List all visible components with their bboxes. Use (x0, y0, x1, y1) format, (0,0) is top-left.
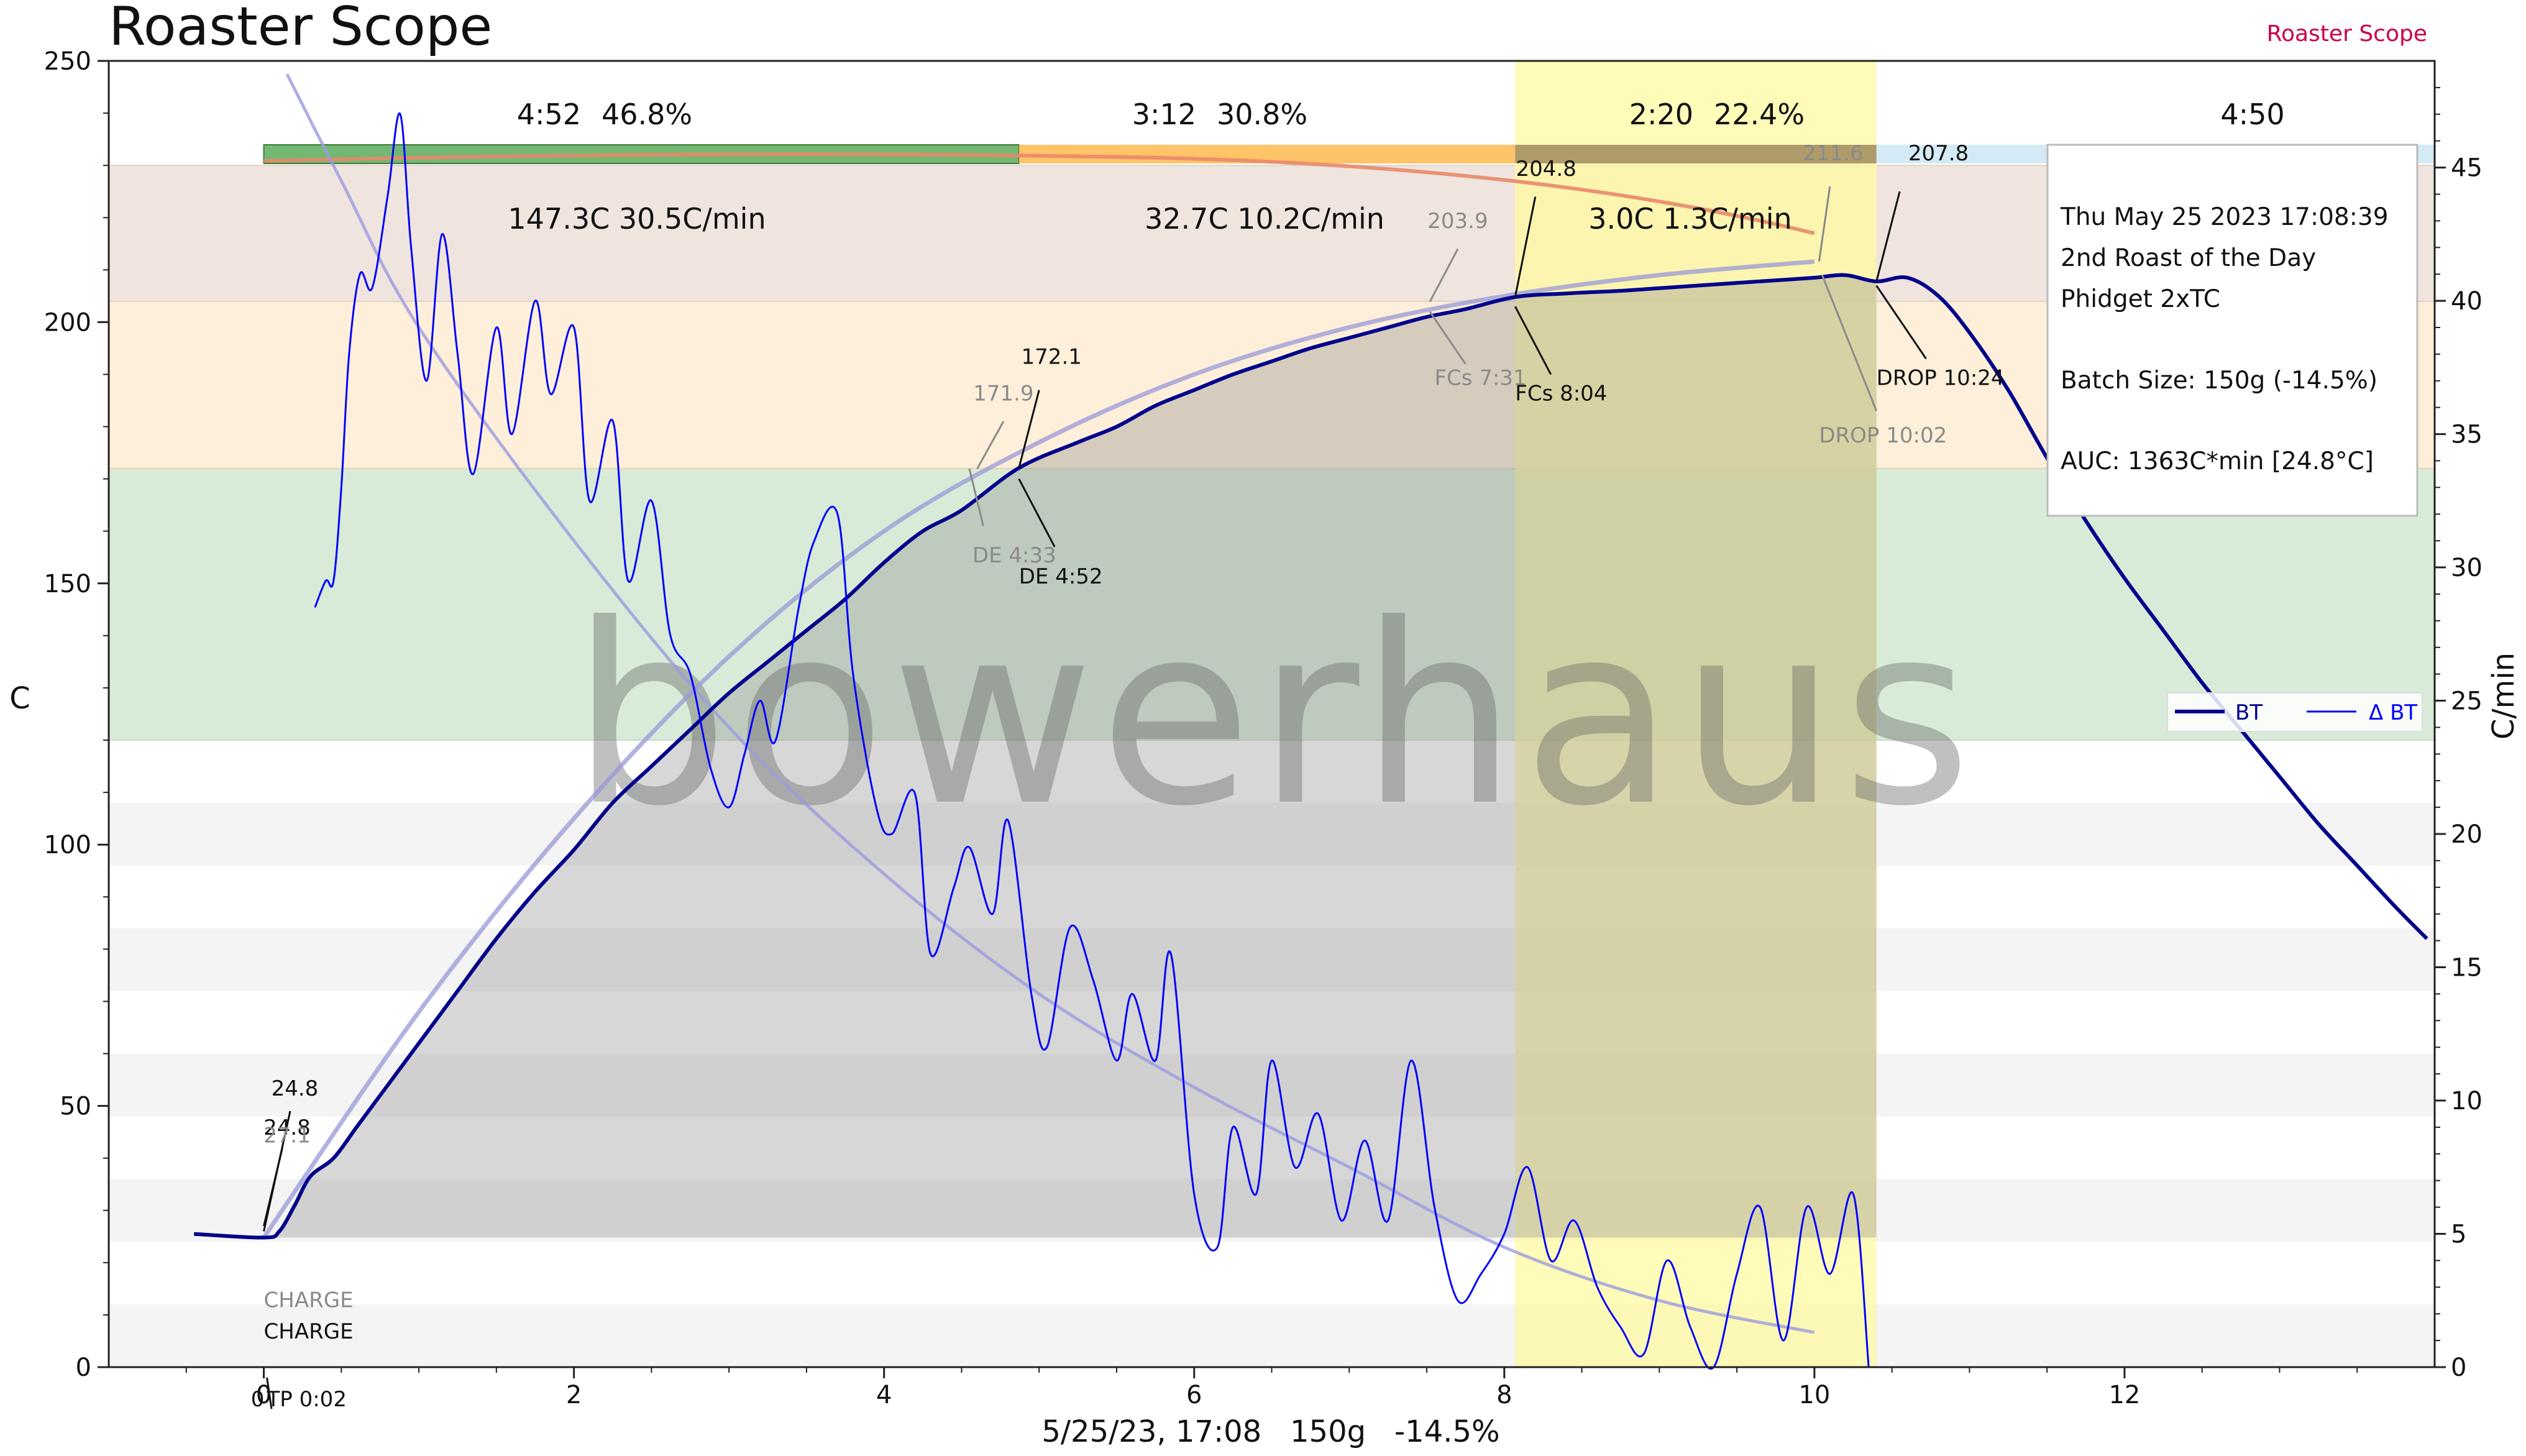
watermark: bowerhaus (571, 572, 1977, 861)
y-right-tick-label-35: 35 (2451, 421, 2483, 449)
info-device: Phidget 2xTC (2061, 285, 2220, 313)
info-roast-title: 2nd Roast of the Day (2061, 244, 2316, 272)
info-auc: AUC: 1363C*min [24.8°C] (2061, 447, 2374, 475)
x-tick-label-12: 12 (2108, 1381, 2140, 1409)
background-band-0 (109, 1304, 2435, 1367)
y-right-tick-label-45: 45 (2451, 154, 2483, 183)
y-right-tick-label-10: 10 (2451, 1087, 2483, 1115)
annotation-leader-fcs-temp (1514, 196, 1537, 298)
axes: 0 2 4 6 8 10 12 0 50 100 150 200 250 0 5 10 15 20 25 30 35 40… (44, 47, 2483, 1409)
delta-bt-curve (314, 112, 1870, 1370)
phase-maillard-summary: 32.7C 10.2C/min (1145, 202, 1384, 236)
annotation-leader-bt-charge2 (263, 1147, 283, 1227)
x-tick-label-10: 10 (1798, 1381, 1830, 1409)
annotation-de-temp-bg: 171.9 (973, 382, 1033, 406)
annotation-charge-bg: CHARGE (264, 1288, 354, 1312)
phase-development-time: 2:20 (1629, 98, 1693, 131)
y-axis-label-left: C (9, 681, 30, 716)
y-left-tick-label-200: 200 (44, 308, 91, 337)
annotation-leader-fcs-time (1514, 306, 1552, 375)
annotation-bt-charge-bg: 27.1 (263, 1123, 311, 1148)
annotation-fcs-temp-bg: 203.9 (1427, 209, 1488, 234)
phase-bar-trend (263, 152, 1815, 236)
y-right-tick-label-20: 20 (2451, 820, 2483, 849)
annotation-leader-de-temp (1018, 390, 1040, 469)
x-axis-label: 5/25/23, 17:08 150g -14.5% (1041, 1414, 1499, 1449)
phase-bar (263, 144, 2435, 236)
background-band-2 (109, 1053, 2435, 1117)
annotation-leader-de-time (1018, 478, 1056, 547)
legend-delta-bt-label: Δ BT (2369, 700, 2417, 725)
annotation-fcs-temp: 204.8 (1516, 157, 1576, 181)
auc-fill (263, 275, 1877, 1238)
legend: BT Δ BT (2167, 692, 2423, 732)
info-box: Thu May 25 2023 17:08:39 2nd Roast of th… (2046, 144, 2418, 517)
phase-dry-pct: 46.8% (602, 98, 692, 131)
annotation-de-time: DE 4:52 (1019, 564, 1103, 589)
y-right-tick-label-5: 5 (2451, 1220, 2466, 1249)
x-tick-label-6: 6 (1186, 1381, 1202, 1409)
annotation-leader-drop-temp (1875, 191, 1901, 282)
annotation-leader-drop-time (1875, 285, 1927, 360)
y-left-tick-label-100: 100 (44, 831, 91, 859)
y-right-tick-label-0: 0 (2451, 1353, 2466, 1382)
phase-dry-time: 4:52 (517, 98, 581, 131)
phase-development-summary: 3.0C 1.3C/min (1588, 202, 1792, 236)
phase-maillard-time: 3:12 (1132, 98, 1196, 131)
annotation-leader-tp (266, 1377, 273, 1409)
phase-cool-time: 4:50 (2220, 98, 2284, 131)
annotation-drop-temp: 207.8 (1908, 141, 1969, 166)
y-left-tick-label-150: 150 (44, 570, 91, 598)
auc-area (263, 275, 1877, 1238)
y-axis-label-right: C/min (2486, 652, 2521, 739)
annotation-leader-de-time-bg (968, 468, 984, 526)
annotation-de-time-bg: DE 4:33 (972, 543, 1056, 568)
annotation-drop-time-bg: DROP 10:02 (1819, 423, 1947, 448)
brand-label: Roaster Scope (2267, 21, 2427, 47)
annotation-de-temp: 172.1 (1021, 345, 1081, 370)
annotation-tp-bg: 0 (251, 1387, 265, 1412)
annotation-fcs-time: FCs 8:04 (1515, 382, 1607, 406)
info-batch-size: Batch Size: 150g (-14.5%) (2061, 367, 2377, 395)
y-right-tick-label-40: 40 (2451, 287, 2483, 316)
background-band-4 (109, 802, 2435, 866)
legend-bt-label: BT (2235, 700, 2263, 725)
annotation-bt-charge2: 24.8 (263, 1115, 311, 1140)
background-band-1 (109, 1179, 2435, 1242)
info-date: Thu May 25 2023 17:08:39 (2060, 203, 2389, 231)
phase-development-pct: 22.4% (1714, 98, 1805, 131)
x-tick-label-4: 4 (876, 1381, 892, 1409)
annotation-charge: CHARGE (264, 1319, 354, 1344)
annotation-leader-de-temp-bg (976, 421, 1005, 470)
annotation-tp: TP 0:02 (267, 1387, 347, 1412)
annotation-bt-charge: 24.8 (272, 1076, 319, 1101)
annotation-leader-fcs-time-bg (1429, 311, 1467, 365)
annotation-leader-fcs-temp-bg (1429, 248, 1459, 303)
annotation-leader-drop-temp-bg (1818, 186, 1831, 262)
background-bands (109, 802, 2435, 1367)
annotation-fcs-time-bg: FCs 7:31 (1435, 365, 1527, 390)
annotation-drop-time: DROP 10:24 (1877, 365, 2005, 390)
x-tick-label-2: 2 (566, 1381, 582, 1409)
bt-background-curve (262, 259, 1815, 1239)
chart-title: Roaster Scope (109, 0, 492, 58)
annotation-drop-temp-bg: 211.6 (1803, 141, 1863, 166)
y-right-tick-label-30: 30 (2451, 554, 2483, 582)
x-tick-label-8: 8 (1496, 1381, 1512, 1409)
phase-dry-summary: 147.3C 30.5C/min (508, 202, 766, 236)
y-left-tick-label-50: 50 (60, 1092, 91, 1121)
y-left-tick-label-250: 250 (44, 47, 91, 76)
y-right-tick-label-25: 25 (2451, 687, 2483, 716)
phase-maillard-pct: 30.8% (1217, 98, 1307, 131)
phase-bar-development (1515, 145, 1877, 163)
y-right-tick-label-15: 15 (2451, 954, 2483, 982)
annotation-leader-drop-time-bg (1821, 275, 1878, 411)
phase-labels: 4:52 46.8% 147.3C 30.5C/min 3:12 30.8% 3… (508, 98, 2284, 236)
y-left-tick-label-0: 0 (76, 1353, 91, 1382)
